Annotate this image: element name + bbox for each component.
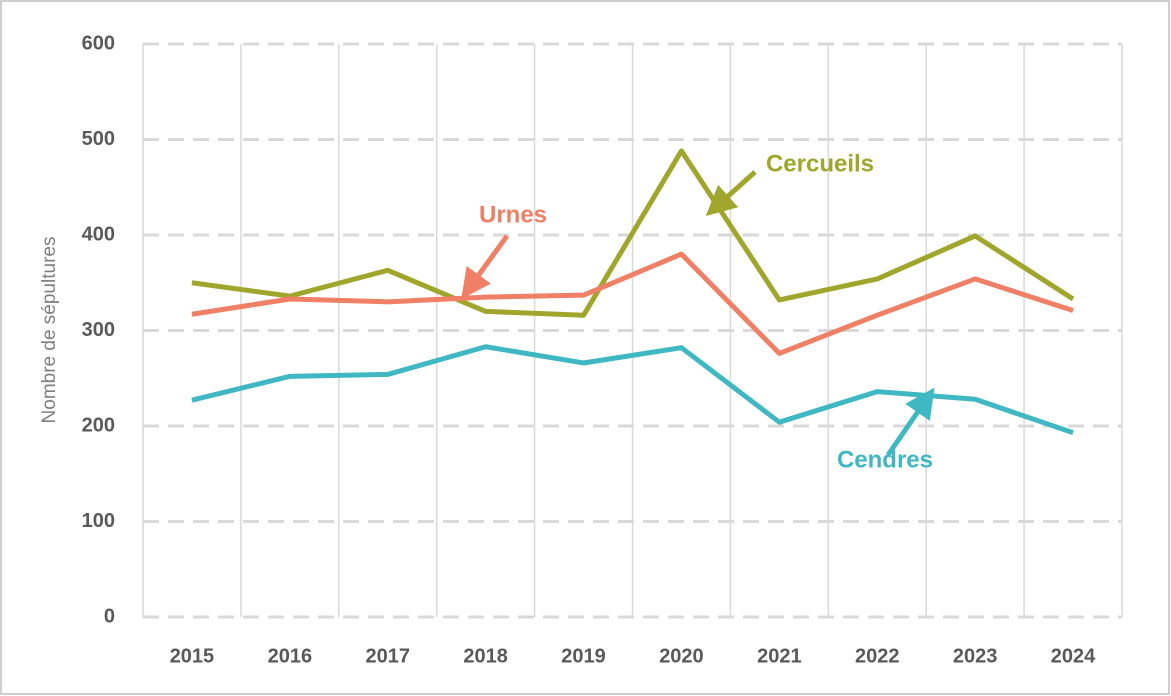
y-tick-label: 500	[82, 128, 115, 150]
y-tick-label: 600	[82, 32, 115, 54]
x-tick-label: 2022	[855, 645, 900, 667]
y-tick-label: 100	[82, 510, 115, 532]
series-label: Urnes	[479, 201, 547, 228]
y-tick-label: 300	[82, 319, 115, 341]
y-tick-label: 400	[82, 223, 115, 245]
y-tick-label: 200	[82, 414, 115, 436]
x-tick-label: 2021	[757, 645, 802, 667]
x-tick-label: 2017	[366, 645, 411, 667]
x-tick-label: 2020	[659, 645, 704, 667]
annotation-arrow	[461, 234, 510, 300]
series-line	[191, 344, 1074, 436]
series-line	[191, 148, 1075, 318]
series-label: Cercueils	[766, 150, 874, 177]
annotation-arrow	[705, 170, 757, 217]
x-tick-label: 2023	[953, 645, 998, 667]
x-tick-label: 2019	[561, 645, 606, 667]
x-tick-label: 2024	[1051, 645, 1096, 667]
annotation-arrow	[885, 387, 935, 457]
series-label: Cendres	[837, 446, 933, 473]
y-tick-label: 0	[104, 605, 115, 627]
x-tick-label: 2015	[170, 645, 215, 667]
series-line	[191, 251, 1074, 356]
y-axis-label: Nombre de sépultures	[39, 237, 60, 424]
x-tick-label: 2016	[268, 645, 313, 667]
x-tick-label: 2018	[463, 645, 508, 667]
